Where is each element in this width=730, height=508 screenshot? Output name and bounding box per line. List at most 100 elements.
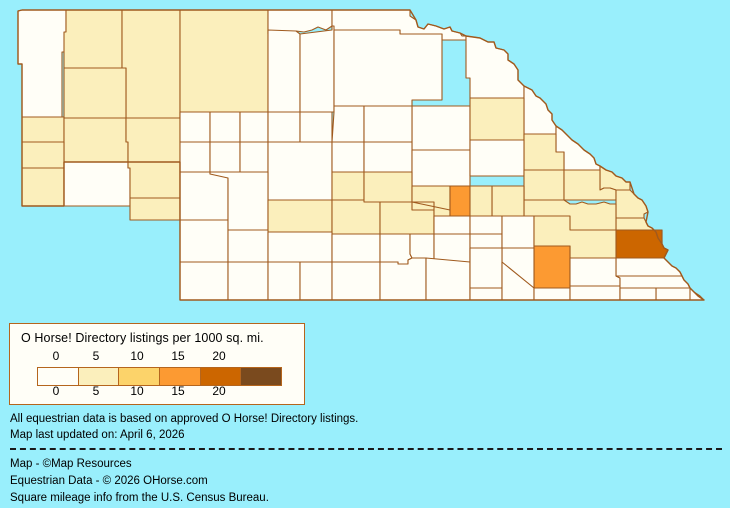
legend-swatch-1[interactable] xyxy=(78,368,120,385)
county-adams[interactable] xyxy=(433,233,471,263)
county-cherry[interactable] xyxy=(179,9,269,113)
legend-swatch-4[interactable] xyxy=(200,368,242,385)
county-box-butte[interactable] xyxy=(63,67,127,119)
credit-map-resources: Map - ©Map Resources xyxy=(10,458,132,470)
county-grant[interactable] xyxy=(179,111,211,143)
legend-swatch-0[interactable] xyxy=(38,368,79,385)
county-jefferson[interactable] xyxy=(533,287,571,301)
county-perkins[interactable] xyxy=(179,219,229,263)
county-keith[interactable] xyxy=(179,171,229,221)
county-dundy[interactable] xyxy=(227,261,269,301)
state-outline xyxy=(17,9,705,301)
county-dawson[interactable] xyxy=(267,199,333,233)
county-morrill[interactable] xyxy=(63,117,129,163)
footer-divider xyxy=(10,448,722,450)
legend-swatch-5[interactable] xyxy=(241,368,282,385)
county-stanton[interactable] xyxy=(523,169,565,201)
county-cass[interactable] xyxy=(569,257,621,287)
legend-swatch-2[interactable] xyxy=(119,368,161,385)
county-garden[interactable] xyxy=(125,111,181,163)
county-wheeler[interactable] xyxy=(363,105,413,143)
county-layer[interactable] xyxy=(17,9,601,171)
county-antelope[interactable] xyxy=(411,105,471,151)
county-buffalo[interactable] xyxy=(331,199,381,235)
legend-tick-bottom-0: 0 xyxy=(52,384,60,398)
county-rock[interactable] xyxy=(299,25,335,113)
legend-tick-bottom-1: 5 xyxy=(92,384,100,398)
county-scotts-bluff[interactable] xyxy=(21,116,65,143)
county-valley[interactable] xyxy=(331,141,365,173)
county-boone[interactable] xyxy=(411,149,471,187)
county-thayer[interactable] xyxy=(469,287,503,301)
county-sherman[interactable] xyxy=(331,171,365,201)
county-hitchcock[interactable] xyxy=(267,261,301,301)
county-pierce[interactable] xyxy=(469,97,525,141)
county-thomas[interactable] xyxy=(239,111,269,143)
county-arthur[interactable] xyxy=(179,141,211,173)
county-pawnee[interactable] xyxy=(619,287,657,301)
county-chase[interactable] xyxy=(179,261,229,301)
credit-census-bureau: Square mileage info from the U.S. Census… xyxy=(10,492,269,504)
county-furnas[interactable] xyxy=(331,261,381,301)
county-dawes[interactable] xyxy=(63,9,123,69)
county-mcpherson[interactable] xyxy=(209,141,241,173)
county-layer-5[interactable] xyxy=(179,185,705,301)
county-deuel[interactable] xyxy=(129,197,181,221)
note-data-source: All equestrian data is based on approved… xyxy=(10,413,359,425)
county-sheridan[interactable] xyxy=(121,9,181,119)
legend-title: O Horse! Directory listings per 1000 sq.… xyxy=(21,331,264,345)
county-hamilton[interactable] xyxy=(433,215,471,235)
county-franklin[interactable] xyxy=(425,257,471,301)
legend-ticks-top: 0 5 10 15 20 xyxy=(10,349,306,365)
county-howard[interactable] xyxy=(363,171,413,203)
county-hooker[interactable] xyxy=(209,111,241,143)
county-kimball[interactable] xyxy=(21,167,65,207)
county-red-willow[interactable] xyxy=(299,261,333,301)
legend-tick-bottom-3: 15 xyxy=(171,384,185,398)
county-sioux[interactable] xyxy=(17,9,67,118)
legend-ticks-bottom: 0 5 10 15 20 xyxy=(10,384,306,400)
county-fillmore[interactable] xyxy=(469,247,503,289)
county-madison[interactable] xyxy=(469,139,525,177)
county-polk[interactable] xyxy=(469,185,493,217)
nebraska-map[interactable] xyxy=(0,0,730,312)
credit-equestrian-data: Equestrian Data - © 2026 OHorse.com xyxy=(10,475,208,487)
county-harlan[interactable] xyxy=(379,257,427,301)
county-hayes[interactable] xyxy=(227,229,269,263)
county-layer-2[interactable] xyxy=(21,25,631,191)
legend-tick-top-4: 20 xyxy=(212,349,226,363)
legend-tick-bottom-2: 10 xyxy=(130,384,144,398)
county-banner[interactable] xyxy=(21,141,65,169)
map-notes: All equestrian data is based on approved… xyxy=(10,411,722,443)
legend-tick-top-0: 0 xyxy=(52,349,60,363)
county-otoe[interactable] xyxy=(615,275,691,289)
map-svg[interactable] xyxy=(0,0,730,312)
county-gage[interactable] xyxy=(569,285,621,301)
county-holt[interactable] xyxy=(333,29,443,107)
county-seward[interactable] xyxy=(501,215,535,249)
county-york[interactable] xyxy=(469,215,503,235)
county-brown[interactable] xyxy=(267,29,301,113)
county-butler[interactable] xyxy=(491,185,525,217)
county-greeley[interactable] xyxy=(363,141,413,173)
county-custer[interactable] xyxy=(267,141,333,201)
county-lancaster[interactable] xyxy=(533,245,571,289)
county-phelps[interactable] xyxy=(379,233,413,265)
county-cuming[interactable] xyxy=(563,169,617,201)
legend-tick-top-1: 5 xyxy=(92,349,100,363)
legend-color-bar[interactable] xyxy=(37,367,282,386)
county-garfield[interactable] xyxy=(331,105,365,143)
county-loup[interactable] xyxy=(299,111,333,143)
county-douglas[interactable] xyxy=(615,229,669,259)
county-frontier[interactable] xyxy=(267,231,333,263)
county-cheyenne[interactable] xyxy=(63,161,131,207)
legend-swatch-3[interactable] xyxy=(160,368,201,385)
legend-tick-top-3: 15 xyxy=(171,349,185,363)
county-blaine[interactable] xyxy=(267,111,301,143)
county-layer-3[interactable] xyxy=(21,105,663,245)
county-gosper[interactable] xyxy=(331,233,381,263)
county-logan[interactable] xyxy=(239,141,269,173)
county-garden-south[interactable] xyxy=(127,161,181,199)
note-last-updated: Map last updated on: April 6, 2026 xyxy=(10,429,185,441)
